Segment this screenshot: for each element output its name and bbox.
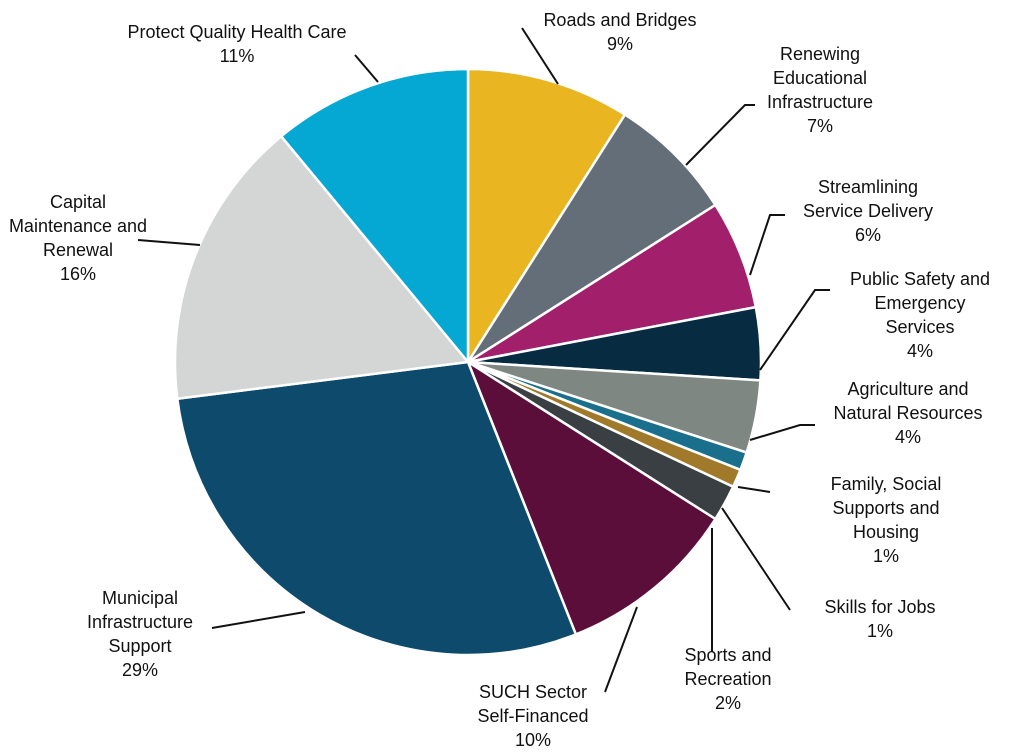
category-label: SUCH Sector Self-Financed — [477, 682, 589, 726]
slice-label: Sports and Recreation 2% — [671, 643, 786, 715]
slice-label: Agriculture and Natural Resources 4% — [823, 377, 993, 449]
leader-line — [211, 611, 306, 629]
value-label: 1% — [866, 621, 893, 641]
category-label: Renewing Educational Infrastructure — [766, 44, 874, 112]
value-label: 2% — [714, 693, 741, 713]
pie-slice — [173, 134, 471, 401]
slice-label: SUCH Sector Self-Financed 10% — [463, 680, 603, 752]
slice-label: Municipal Infrastructure Support 29% — [78, 586, 203, 682]
category-label: Skills for Jobs — [824, 597, 936, 617]
slice-label: Protect Quality Health Care 11% — [77, 20, 397, 68]
leader-line — [685, 104, 755, 166]
slice-label: Roads and Bridges 9% — [510, 8, 730, 56]
leader-line — [604, 606, 638, 693]
value-label: 4% — [906, 341, 933, 361]
leader-line — [759, 289, 830, 371]
leader-line — [721, 507, 791, 611]
leader-line — [749, 424, 815, 441]
value-label: 11% — [219, 46, 255, 66]
category-label: Protect Quality Health Care — [127, 22, 347, 42]
pie-slice — [465, 358, 718, 637]
category-label: Roads and Bridges — [543, 10, 697, 30]
leader-line — [737, 486, 771, 493]
category-label: Agriculture and Natural Resources — [833, 379, 983, 423]
value-label: 10% — [514, 730, 552, 750]
pie-slice — [466, 112, 718, 364]
category-label: Municipal Infrastructure Support — [86, 588, 194, 656]
value-label: 7% — [806, 116, 833, 136]
slice-label: Renewing Educational Infrastructure 7% — [750, 42, 890, 138]
value-label: 1% — [872, 546, 899, 566]
pie-slice — [175, 360, 578, 657]
slice-label: Skills for Jobs 1% — [800, 595, 960, 643]
category-label: Capital Maintenance and Renewal — [8, 192, 148, 260]
leader-line — [749, 214, 785, 276]
slice-label: Public Safety and Emergency Services 4% — [841, 267, 999, 363]
pie-slice — [279, 67, 470, 366]
slice-label: Capital Maintenance and Renewal 16% — [8, 190, 148, 286]
value-label: 29% — [121, 660, 159, 680]
value-label: 9% — [606, 34, 633, 54]
value-label: 6% — [854, 225, 881, 245]
leader-line — [354, 54, 379, 83]
leader-line — [137, 239, 201, 246]
category-label: Public Safety and Emergency Services — [849, 269, 991, 337]
value-label: 4% — [894, 427, 921, 447]
category-label: Sports and Recreation — [684, 645, 772, 689]
category-label: Family, Social Supports and Housing — [830, 474, 942, 542]
slice-label: Family, Social Supports and Housing 1% — [816, 472, 956, 568]
leader-line — [521, 27, 559, 85]
value-label: 16% — [59, 264, 97, 284]
pie-slice — [466, 67, 627, 367]
category-label: Streamlining Service Delivery — [802, 177, 934, 221]
slice-label: Streamlining Service Delivery 6% — [793, 175, 943, 247]
